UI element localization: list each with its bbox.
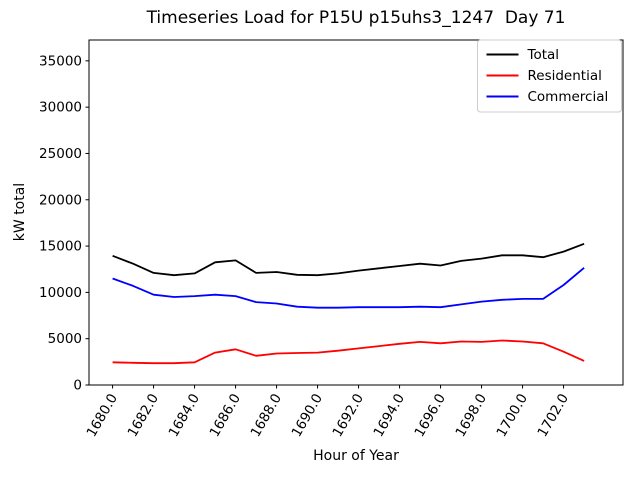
series-line-commercial — [112, 267, 585, 309]
y-tick-label: 5000 — [48, 331, 82, 347]
y-tick-label: 20000 — [39, 192, 82, 208]
x-tick-label: 1694.0 — [371, 391, 408, 440]
y-tick-label: 15000 — [39, 239, 82, 255]
x-tick-label: 1688.0 — [248, 391, 285, 440]
x-tick-label: 1682.0 — [125, 391, 162, 440]
y-tick-label: 25000 — [39, 146, 82, 162]
y-tick-label: 35000 — [39, 53, 82, 69]
x-tick-label: 1692.0 — [330, 391, 367, 440]
x-tick-label: 1690.0 — [289, 391, 326, 440]
x-axis-label: Hour of Year — [313, 448, 399, 464]
legend-label-total: Total — [527, 47, 560, 63]
series-line-total — [112, 242, 585, 277]
legend-label-commercial: Commercial — [528, 89, 609, 105]
x-tick-label: 1696.0 — [412, 391, 449, 440]
x-tick-label: 1698.0 — [453, 391, 490, 440]
x-tick-label: 1686.0 — [207, 391, 244, 440]
x-tick-label: 1700.0 — [494, 391, 531, 440]
legend-label-residential: Residential — [528, 68, 602, 84]
x-tick-label: 1684.0 — [166, 391, 203, 440]
y-tick-label: 10000 — [39, 285, 82, 301]
y-tick-label: 30000 — [39, 100, 82, 116]
x-tick-label: 1702.0 — [535, 391, 572, 440]
legend-box — [477, 39, 622, 113]
x-tick-label: 1680.0 — [84, 391, 121, 440]
plot-frame — [88, 39, 624, 386]
y-tick-label: 0 — [73, 378, 82, 394]
y-axis-label: kW total — [12, 182, 28, 242]
chart-title: Timeseries Load for P15U p15uhs3_1247 Da… — [146, 8, 566, 28]
series-line-residential — [112, 339, 585, 365]
